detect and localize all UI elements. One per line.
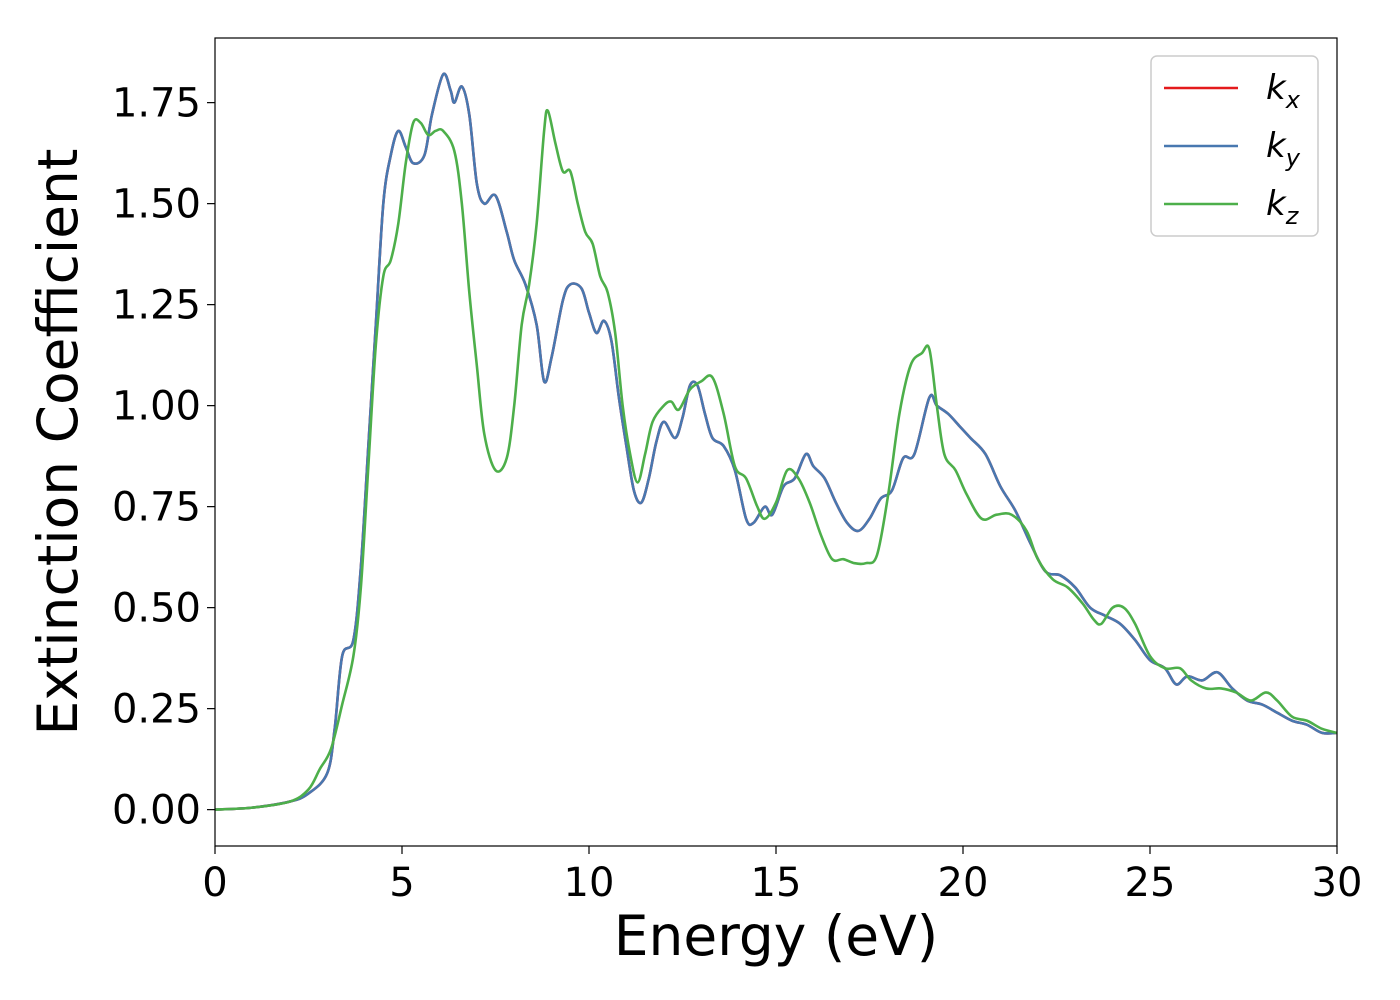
x-tick-label: 0 [202,860,227,906]
y-tick-label: 0.25 [112,687,201,733]
y-tick-label: 0.00 [112,788,201,834]
y-tick-label: 1.00 [112,384,201,430]
x-tick-label: 20 [938,860,989,906]
x-tick-label: 30 [1312,860,1363,906]
x-tick-label: 25 [1125,860,1176,906]
x-tick-label: 5 [389,860,414,906]
x-tick-label: 15 [751,860,802,906]
series-line-ky [215,72,1337,811]
y-tick-label: 1.50 [112,182,201,228]
y-tick-label: 0.75 [112,485,201,531]
y-tick-label: 1.75 [112,81,201,127]
x-axis: 0 5 10 15 20 25 30 [202,846,1362,906]
y-axis: 0.00 0.25 0.50 0.75 1.00 1.25 1.50 1.75 [112,81,215,834]
y-axis-title: Extinction Coefficient [26,149,90,736]
series-line-kz [215,108,1337,811]
series-layer [215,72,1337,811]
y-tick-label: 0.50 [112,586,201,632]
x-axis-title: Energy (eV) [614,904,938,968]
y-tick-label: 1.25 [112,283,201,329]
x-tick-label: 10 [564,860,615,906]
